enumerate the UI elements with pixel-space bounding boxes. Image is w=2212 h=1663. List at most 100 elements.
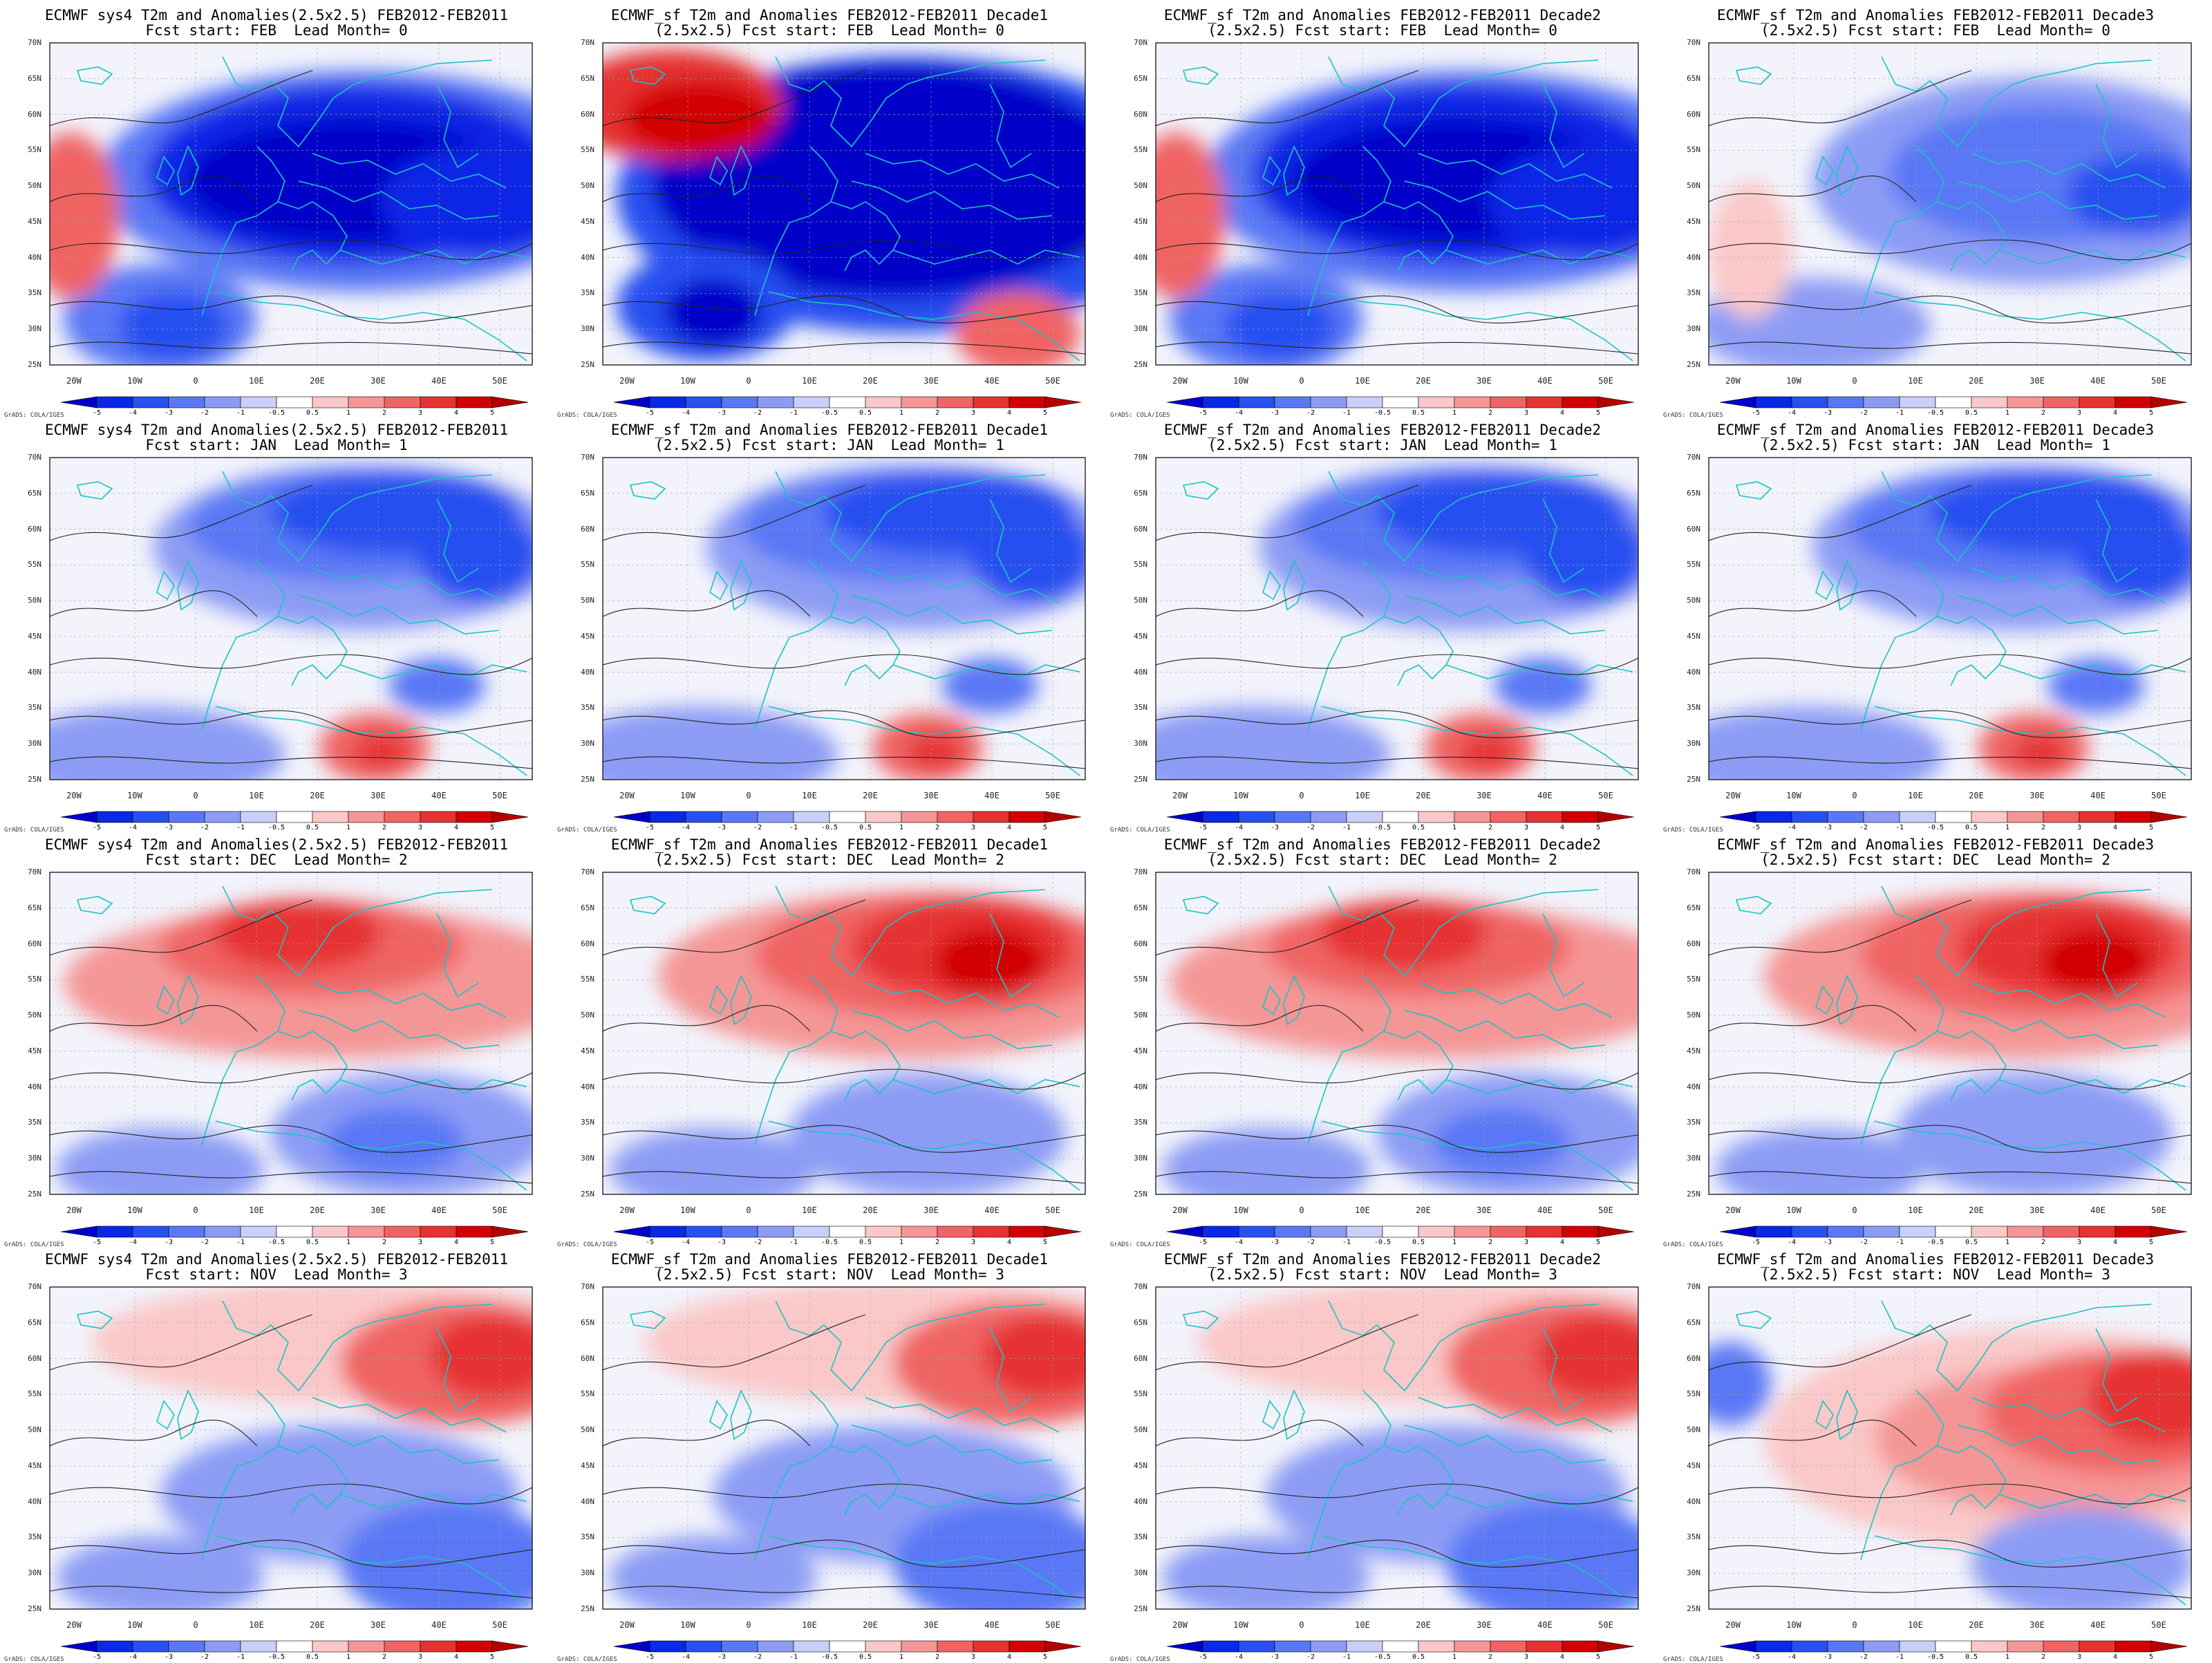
latitude-label: 40N	[1687, 1082, 1700, 1091]
latitude-label: 70N	[28, 453, 41, 462]
colorbar-label: 5	[489, 409, 495, 417]
temperature-contour	[603, 239, 1085, 261]
anomaly-region	[1709, 706, 1944, 780]
latitude-label: 30N	[1134, 324, 1147, 334]
grads-credit: GrADS: COLA/IGES	[1110, 827, 1170, 834]
coastline	[436, 913, 479, 998]
panel-title: ECMWF sys4 T2m and Anomalies(2.5x2.5) FE…	[44, 422, 509, 438]
coastline	[222, 56, 493, 148]
longitude-label: 30E	[924, 376, 939, 386]
temperature-contour	[603, 654, 1085, 675]
coastline	[2095, 84, 2138, 169]
latitude-label: 25N	[1687, 775, 1700, 784]
anomaly-region	[969, 506, 1085, 603]
colorbar-label: -4	[1787, 824, 1797, 832]
temperature-contour	[1156, 654, 1638, 675]
longitude-label: 10E	[802, 1205, 817, 1215]
colorbar-swatch	[2079, 811, 2116, 823]
coastline	[1860, 561, 1944, 731]
map-panel: ECMWF sys4 T2m and Anomalies(2.5x2.5) FE…	[0, 415, 553, 834]
longitude-label: 20E	[1969, 376, 1984, 386]
panel-title: ECMWF_sf T2m and Anomalies FEB2012-FEB20…	[1716, 1251, 2155, 1268]
longitude-label: 30E	[371, 1205, 386, 1215]
colorbar-swatch	[456, 811, 493, 823]
coastline	[298, 1425, 500, 1464]
colorbar-swatch	[2007, 811, 2044, 823]
colorbar-label: 3	[971, 1239, 976, 1246]
longitude-label: 30E	[2030, 1205, 2045, 1215]
anomaly-region	[1971, 1508, 2191, 1609]
temperature-contour	[1156, 1171, 1638, 1184]
map-panel: ECMWF_sf T2m and Anomalies FEB2012-FEB20…	[1659, 415, 2212, 834]
anomaly-region	[416, 506, 532, 603]
coastline	[989, 1328, 1032, 1413]
coastline	[1262, 1400, 1281, 1430]
coastline	[1874, 1120, 2186, 1191]
latitude-label: 30N	[28, 1568, 41, 1578]
colorbar-swatch	[1454, 1225, 1491, 1238]
latitude-label: 25N	[1687, 1604, 1700, 1613]
coastline	[436, 498, 479, 583]
longitude-label: 10W	[127, 1620, 142, 1630]
coastline	[1283, 145, 1305, 196]
colorbar-label: 5	[489, 1653, 495, 1661]
temperature-contour	[1709, 70, 1972, 126]
latitude-label: 30N	[1687, 1154, 1700, 1163]
colorbar-swatch	[1009, 396, 1046, 408]
temperature-contour	[603, 1483, 1085, 1505]
panel-title: ECMWF sys4 T2m and Anomalies(2.5x2.5) FE…	[44, 836, 509, 853]
colorbar-label: 2	[935, 1239, 940, 1246]
grads-credit: GrADS: COLA/IGES	[557, 827, 617, 834]
colorbar-swatch	[1791, 1225, 1828, 1238]
colorbar-swatch	[829, 1225, 866, 1238]
latitude-label: 65N	[1134, 903, 1147, 912]
colorbar-label: -2	[200, 1653, 209, 1661]
colorbar-label: 5	[1042, 1653, 1048, 1661]
colorbar-label: -2	[753, 409, 762, 417]
longitude-label: 20E	[1416, 376, 1431, 386]
map-frame	[1708, 872, 2192, 1195]
coastline	[1936, 1031, 2007, 1101]
colorbar-swatch	[1863, 396, 1900, 408]
colorbar-label: 0.5	[306, 1239, 319, 1246]
colorbar-label: -2	[1859, 409, 1868, 417]
longitude-label: 20W	[1172, 1205, 1188, 1215]
colorbar-swatch	[973, 811, 1010, 823]
colorbar-label: -0.5	[268, 409, 285, 417]
colorbar-label: 0.5	[1412, 824, 1425, 832]
latitude-label: 55N	[28, 975, 41, 984]
colorbar-label: -5	[1198, 1239, 1208, 1246]
anomaly-region	[789, 1073, 1066, 1194]
anomaly-region	[119, 292, 229, 361]
longitude-label: 10E	[802, 376, 817, 386]
colorbar-label: 5	[1595, 409, 1601, 417]
colorbar-label: -0.5	[821, 1239, 838, 1246]
grads-credit: GrADS: COLA/IGES	[1110, 412, 1170, 419]
temperature-contour	[603, 1171, 1085, 1184]
colorbar-label: -1	[236, 1653, 245, 1661]
colorbar-label: -4	[1787, 1653, 1797, 1661]
colorbar-label: 3	[971, 824, 976, 832]
colorbar-label: -0.5	[821, 409, 838, 417]
coastline	[1262, 156, 1281, 186]
latitude-label: 25N	[581, 1604, 594, 1613]
latitude-label: 25N	[1687, 360, 1700, 369]
map-panel: ECMWF_sf T2m and Anomalies FEB2012-FEB20…	[553, 829, 1106, 1248]
coastline	[1283, 975, 1305, 1026]
temperature-contour	[1709, 176, 1917, 203]
colorbar-label: 4	[1559, 824, 1565, 832]
colorbar-swatch	[420, 1225, 457, 1238]
anomaly-region	[2068, 153, 2191, 236]
colorbar-swatch	[1382, 396, 1419, 408]
colorbar-swatch	[1899, 1640, 1936, 1653]
longitude-label: 50E	[492, 1205, 507, 1215]
coastline	[201, 975, 285, 1146]
colorbar-label: 5	[1595, 1653, 1601, 1661]
temperature-contour	[1156, 1005, 1364, 1032]
temperature-contour	[50, 1314, 313, 1371]
colorbar-label: -1	[1895, 409, 1904, 417]
temperature-contour	[50, 1586, 532, 1599]
longitude-label: 0	[1852, 1620, 1857, 1630]
coastline	[1262, 570, 1281, 601]
grads-credit: GrADS: COLA/IGES	[1663, 827, 1723, 834]
